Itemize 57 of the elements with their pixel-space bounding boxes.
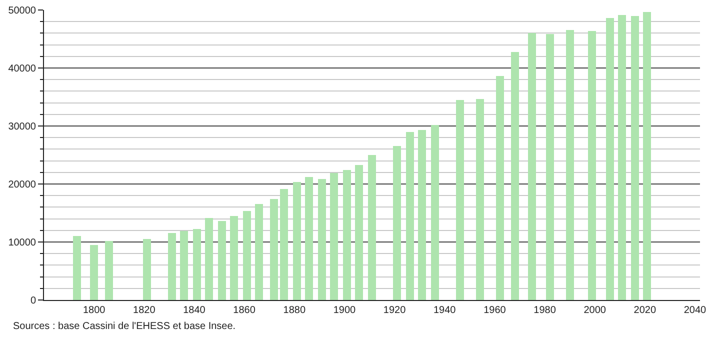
bar xyxy=(406,132,414,300)
bar xyxy=(168,233,176,300)
bar xyxy=(318,179,326,300)
x-tick-label: 1900 xyxy=(333,305,356,316)
x-tick-label: 1960 xyxy=(484,305,506,316)
bar xyxy=(105,241,113,300)
bar xyxy=(90,245,98,300)
bar xyxy=(255,204,263,300)
x-tick-label: 1820 xyxy=(133,305,156,316)
bar xyxy=(205,218,213,300)
bar xyxy=(180,231,188,300)
bar xyxy=(343,170,351,300)
x-tick-label: 1980 xyxy=(534,305,556,316)
bar xyxy=(230,216,238,300)
bar xyxy=(270,199,278,300)
bar xyxy=(355,165,363,300)
x-tick-label: 1880 xyxy=(283,305,306,316)
bar xyxy=(431,125,439,300)
x-tick-label: 2040 xyxy=(684,305,707,316)
bar xyxy=(631,16,639,300)
y-tick-label: 40000 xyxy=(8,64,36,74)
bar xyxy=(588,31,596,300)
bar xyxy=(528,33,536,300)
bar xyxy=(143,239,151,300)
bar xyxy=(618,15,626,300)
bar xyxy=(193,229,201,300)
bar xyxy=(566,30,574,300)
y-tick-label: 0 xyxy=(30,296,36,306)
bar xyxy=(330,173,338,300)
bar xyxy=(606,18,614,300)
y-tick-label: 20000 xyxy=(8,180,36,190)
y-tick-label: 50000 xyxy=(8,6,36,16)
x-tick-label: 1800 xyxy=(82,305,106,316)
bar xyxy=(643,12,651,300)
bar xyxy=(293,182,301,300)
x-tick-label: 1940 xyxy=(433,305,456,316)
bar xyxy=(546,34,554,300)
bar xyxy=(456,100,464,300)
bar xyxy=(393,146,401,300)
source-note: Sources : base Cassini de l'EHESS et base Insee. xyxy=(13,321,236,332)
bar xyxy=(243,211,251,300)
y-tick-label: 10000 xyxy=(8,238,36,248)
x-tick-label: 1860 xyxy=(233,305,256,316)
bar xyxy=(73,236,81,300)
bar xyxy=(368,155,376,300)
y-tick-label: 30000 xyxy=(8,122,36,132)
bar xyxy=(496,76,504,300)
x-tick-label: 2000 xyxy=(584,305,606,316)
bar xyxy=(511,52,519,300)
x-tick-label: 1840 xyxy=(183,305,206,316)
x-tick-label: 2020 xyxy=(634,305,656,316)
bar xyxy=(280,189,288,300)
bar xyxy=(218,221,226,300)
bar xyxy=(418,130,426,300)
bar xyxy=(476,99,484,300)
bar xyxy=(305,177,313,300)
x-tick-label: 1920 xyxy=(383,305,406,316)
